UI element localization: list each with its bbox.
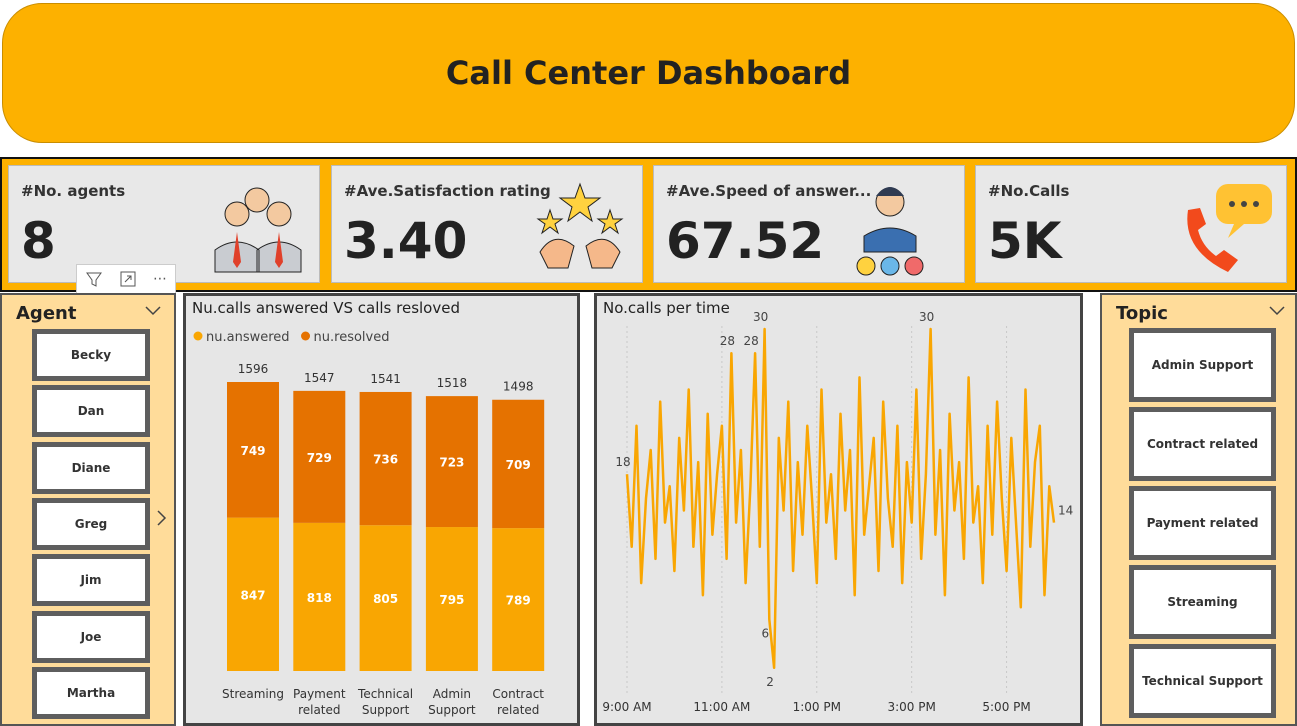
header: Call Center Dashboard [2, 3, 1295, 143]
data-label: 30 [919, 310, 934, 324]
total-label: 1596 [238, 362, 269, 376]
kpi-label: #No.Calls [988, 182, 1070, 200]
data-label: 723 [439, 456, 464, 470]
slicer-button[interactable]: Technical Support [1129, 644, 1276, 718]
kpi-label: #Ave.Speed of answer... [666, 182, 872, 200]
x-tick-label: 11:00 AM [693, 700, 750, 714]
line-chart-panel: No.calls per time 9:00 AM 11:00 AM 1:00 PM 3… [594, 293, 1083, 726]
legend-label: nu.resolved [314, 330, 390, 345]
data-label: 28 [743, 334, 758, 348]
bar-chart-panel: Nu.calls answered VS calls resloved nu.an… [183, 293, 580, 726]
plot: nu.answered nu.resolved 847 749 1596 818 729 15… [193, 330, 545, 671]
topic-slicer: Topic Admin Support Contract related Payme… [1100, 293, 1297, 726]
x-tick-label: Contract related [492, 687, 544, 717]
kpi-card: #Ave.Speed of answer... 67.52 [653, 165, 965, 283]
bar-segment [425, 527, 478, 671]
data-label: 789 [506, 594, 531, 608]
slicer-title: Agent [16, 303, 77, 324]
more-icon[interactable]: ⋯ [153, 271, 167, 287]
line [625, 327, 1056, 670]
data-label: 729 [307, 451, 332, 465]
x-tick-label: Payment related [293, 687, 346, 717]
kpi-icon [214, 187, 302, 273]
slicer-button[interactable]: Greg [32, 497, 150, 550]
total-label: 1498 [503, 380, 534, 394]
kpi-label: #Ave.Satisfaction rating [344, 182, 551, 200]
kpi-label: #No. agents [21, 182, 126, 200]
legend-marker [301, 331, 311, 341]
data-label: 30 [753, 310, 768, 324]
data-label: 709 [506, 458, 531, 472]
bar-segment [492, 528, 545, 671]
data-label: 28 [720, 334, 735, 348]
kpi-value: 67.52 [666, 212, 825, 270]
dropdown-icon[interactable] [144, 305, 162, 317]
kpi-value: 3.40 [344, 212, 468, 270]
data-label: 736 [373, 453, 398, 467]
slicer-button[interactable]: Dan [32, 385, 150, 438]
slicer-button[interactable]: Joe [32, 610, 150, 663]
total-label: 1518 [437, 376, 468, 390]
slicer-title: Topic [1116, 303, 1168, 324]
chart-title: Nu.calls answered VS calls resloved [192, 299, 460, 317]
filter-icon[interactable] [85, 270, 103, 288]
data-label: 847 [240, 588, 265, 602]
slicer-button[interactable]: Diane [32, 441, 150, 494]
dashboard-title: Call Center Dashboard [445, 54, 852, 92]
slicer-button[interactable]: Martha [32, 666, 150, 719]
slicer-button[interactable]: Becky [32, 329, 150, 381]
kpi-card: #Ave.Satisfaction rating 3.40 [331, 165, 643, 283]
x-tick-label: 9:00 AM [602, 700, 651, 714]
slicer-button[interactable]: Payment related [1129, 486, 1276, 560]
plot: 9:00 AM 11:00 AM 1:00 PM 3:00 PM 5:00 PM 18 28… [602, 310, 1073, 714]
data-label: 6 [762, 626, 770, 640]
slicer-button[interactable]: Contract related [1129, 407, 1276, 481]
bar-segment [293, 390, 346, 523]
data-label: 14 [1058, 504, 1073, 518]
bar-segment [293, 522, 346, 671]
slicer-button[interactable]: Jim [32, 554, 150, 607]
data-label: 818 [307, 591, 332, 605]
kpi-value: 5K [988, 212, 1062, 270]
scroll-arrow[interactable] [156, 509, 168, 527]
bar-segment [227, 382, 279, 518]
focus-icon[interactable] [119, 270, 137, 288]
x-tick-label: 5:00 PM [982, 700, 1030, 714]
bar-segment [359, 525, 412, 671]
legend-marker [193, 331, 203, 341]
x-tick-label: 3:00 PM [887, 700, 935, 714]
bar-segment [227, 517, 279, 671]
kpi-icon [1187, 184, 1272, 272]
kpi-card: #No.Calls 5K [975, 165, 1287, 283]
kpi-icon [536, 182, 624, 269]
kpi-value: 8 [21, 212, 56, 270]
total-label: 1541 [370, 372, 401, 386]
x-tick-label: Technical Support [358, 687, 414, 717]
visual-toolbar[interactable]: ⋯ [76, 264, 176, 294]
data-label: 749 [240, 444, 265, 458]
x-tick-label: Streaming [222, 687, 284, 701]
bar-segment [359, 391, 412, 526]
bar-segment [492, 399, 545, 529]
data-label: 18 [615, 455, 630, 469]
total-label: 1547 [304, 371, 335, 385]
kpi-card: #No. agents 8 [8, 165, 320, 283]
data-label: 2 [766, 675, 774, 689]
legend-label: nu.answered [206, 330, 290, 345]
slicer-button[interactable]: Admin Support [1129, 328, 1276, 402]
bar-segment [425, 396, 478, 528]
x-tick-label: 1:00 PM [793, 700, 841, 714]
data-label: 805 [373, 592, 398, 606]
data-label: 795 [439, 593, 464, 607]
chart-title: No.calls per time [603, 299, 730, 317]
kpi-icon [856, 187, 924, 276]
dropdown-icon[interactable] [1268, 305, 1286, 317]
slicer-button[interactable]: Streaming [1129, 565, 1276, 639]
agent-slicer: Agent Becky Dan Diane Greg Jim Joe Martha [0, 293, 176, 726]
x-tick-label: Admin Support [428, 687, 476, 717]
